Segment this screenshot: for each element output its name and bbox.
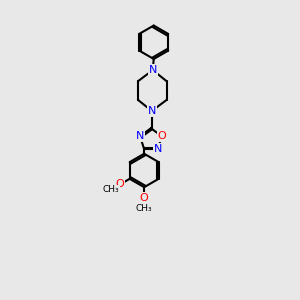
Text: CH₃: CH₃ xyxy=(136,204,152,213)
Text: O: O xyxy=(116,179,124,189)
Text: N: N xyxy=(154,144,162,154)
Text: CH₃: CH₃ xyxy=(103,185,119,194)
Text: N: N xyxy=(136,131,144,141)
Text: O: O xyxy=(140,193,148,203)
Text: O: O xyxy=(158,131,166,141)
Text: N: N xyxy=(148,106,156,116)
Text: N: N xyxy=(148,65,157,75)
